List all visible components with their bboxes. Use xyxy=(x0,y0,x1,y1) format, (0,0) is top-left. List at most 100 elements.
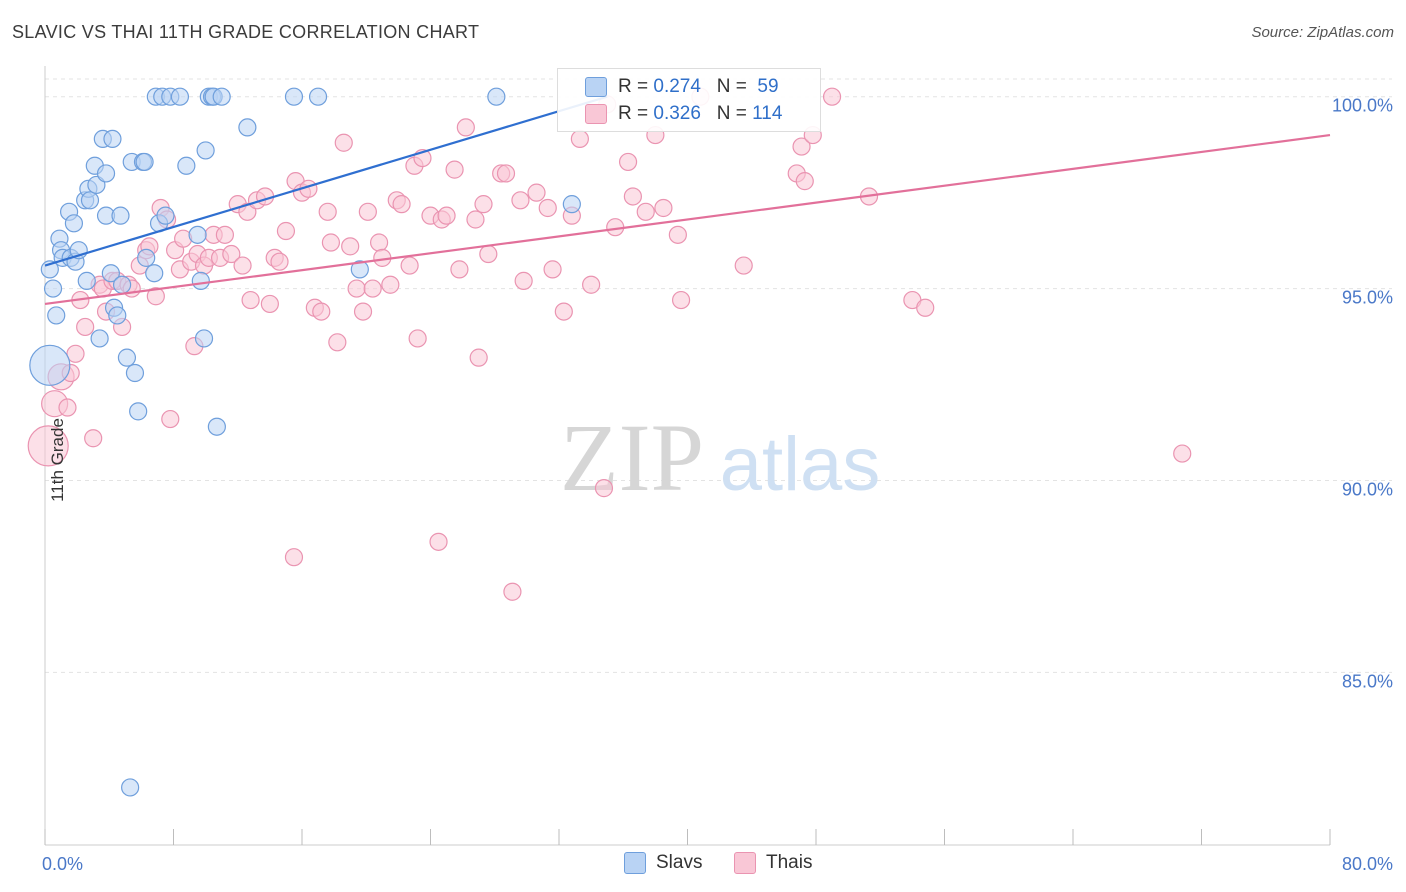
slavs-point xyxy=(196,141,215,160)
legend-item-slavs: Slavs xyxy=(624,852,702,874)
thais-points xyxy=(27,87,1192,601)
slavs-point xyxy=(121,778,140,797)
slavs-point xyxy=(129,402,148,421)
thais-point xyxy=(1173,444,1192,463)
chart-title: SLAVIC VS THAI 11TH GRADE CORRELATION CH… xyxy=(12,22,480,42)
thais-point xyxy=(276,221,296,241)
thais-point xyxy=(479,244,498,264)
y-axis-label: 11th Grade xyxy=(47,418,67,502)
thais-point xyxy=(215,225,234,244)
legend-row-slavs: R = 0.274 N = 59 xyxy=(585,74,779,100)
gridlines xyxy=(45,78,1392,673)
thais-point xyxy=(260,294,279,314)
thais-point xyxy=(822,87,842,106)
thais-point xyxy=(161,409,180,429)
thais-point xyxy=(792,137,811,156)
slavs-legend-swatch xyxy=(624,852,646,874)
thais-point xyxy=(312,302,331,321)
slavs-n-value: 59 xyxy=(752,76,779,97)
slavs-point xyxy=(90,329,109,348)
slavs-point xyxy=(80,191,100,210)
thais-point xyxy=(671,290,691,310)
slavs-point xyxy=(207,417,226,436)
slavs-point xyxy=(145,264,164,283)
thais-point xyxy=(469,348,488,367)
slavs-trend-line xyxy=(44,95,608,267)
slavs-point xyxy=(64,214,84,233)
thais-point xyxy=(318,202,337,221)
thais-point xyxy=(255,187,275,206)
thais-point xyxy=(222,244,241,264)
thais-point xyxy=(270,252,289,271)
slavs-point xyxy=(284,87,304,106)
slavs-r-value: 0.274 xyxy=(653,76,701,97)
slavs-point xyxy=(350,260,369,279)
thais-point xyxy=(429,532,448,551)
thais-r-value: 0.326 xyxy=(653,103,701,124)
thais-point xyxy=(654,198,673,218)
thais-point xyxy=(381,275,400,294)
x-tick-label: 0.0% xyxy=(42,854,83,874)
thais-point xyxy=(474,195,493,214)
slavs-point xyxy=(135,152,154,172)
slavs-point xyxy=(112,275,132,294)
thais-point xyxy=(408,329,427,348)
slavs-point xyxy=(47,306,66,325)
stats-legend: R = 0.274 N = 59 R = 0.326 N = 114 xyxy=(557,68,821,132)
thais-point xyxy=(284,548,304,567)
y-tick-label: 100.0% xyxy=(1332,96,1393,116)
thais-point xyxy=(84,429,103,448)
thais-trend-line xyxy=(44,133,1331,306)
slavs-point xyxy=(156,206,175,225)
thais-point xyxy=(400,256,419,275)
y-tick-label: 90.0% xyxy=(1342,479,1393,499)
thais-point xyxy=(437,206,456,225)
slavs-point xyxy=(96,164,116,183)
thais-point xyxy=(554,302,573,321)
slavs-point xyxy=(177,156,196,175)
thais-point xyxy=(538,198,557,218)
thais-point xyxy=(233,256,252,275)
thais-point xyxy=(496,164,516,183)
slavs-point xyxy=(308,87,328,106)
slavs-point xyxy=(562,195,581,214)
thais-point xyxy=(450,260,469,279)
thais-point xyxy=(146,287,165,306)
thais-point xyxy=(503,582,522,601)
thais-point xyxy=(456,118,475,137)
legend-item-thais: Thais xyxy=(734,852,812,874)
slavs-point xyxy=(77,271,96,290)
thais-point xyxy=(570,129,589,149)
thais-point xyxy=(668,225,687,244)
slavs-point xyxy=(487,87,506,106)
slavs-point xyxy=(29,344,71,386)
thais-point xyxy=(582,275,601,294)
slavs-point xyxy=(212,87,231,106)
thais-point xyxy=(543,260,562,279)
thais-point xyxy=(618,152,638,172)
thais-legend-label: Thais xyxy=(766,852,813,873)
thais-point xyxy=(353,302,373,321)
thais-point xyxy=(511,191,530,210)
slavs-point xyxy=(108,306,127,325)
thais-point xyxy=(347,279,366,298)
thais-point xyxy=(916,298,935,317)
watermark-atlas: atlas xyxy=(720,422,881,507)
slavs-legend-label: Slavs xyxy=(656,852,703,873)
thais-point xyxy=(328,333,347,352)
thais-point xyxy=(636,202,655,221)
x-tick-label: 80.0% xyxy=(1342,854,1393,874)
watermark-zip: ZIP xyxy=(560,404,704,511)
y-tick-label: 85.0% xyxy=(1342,671,1393,691)
thais-point xyxy=(363,279,382,298)
thais-point xyxy=(466,210,485,229)
thais-point xyxy=(392,195,411,214)
thais-point xyxy=(514,271,533,290)
thais-n-value: 114 xyxy=(752,103,783,124)
thais-point xyxy=(734,256,753,275)
slavs-point xyxy=(103,129,122,149)
watermark: ZIP atlas xyxy=(560,404,880,511)
slavs-point xyxy=(170,87,190,106)
thais-legend-swatch xyxy=(734,852,756,874)
slavs-point xyxy=(125,363,145,383)
